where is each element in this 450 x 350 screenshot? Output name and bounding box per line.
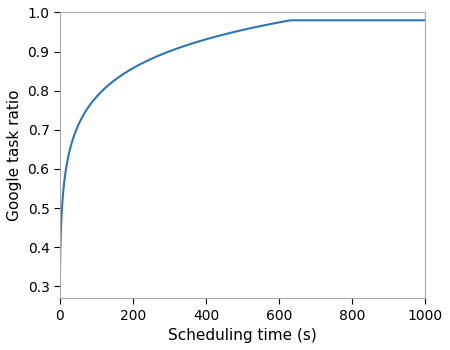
Y-axis label: Google task ratio: Google task ratio <box>7 90 22 221</box>
X-axis label: Scheduling time (s): Scheduling time (s) <box>168 328 317 343</box>
